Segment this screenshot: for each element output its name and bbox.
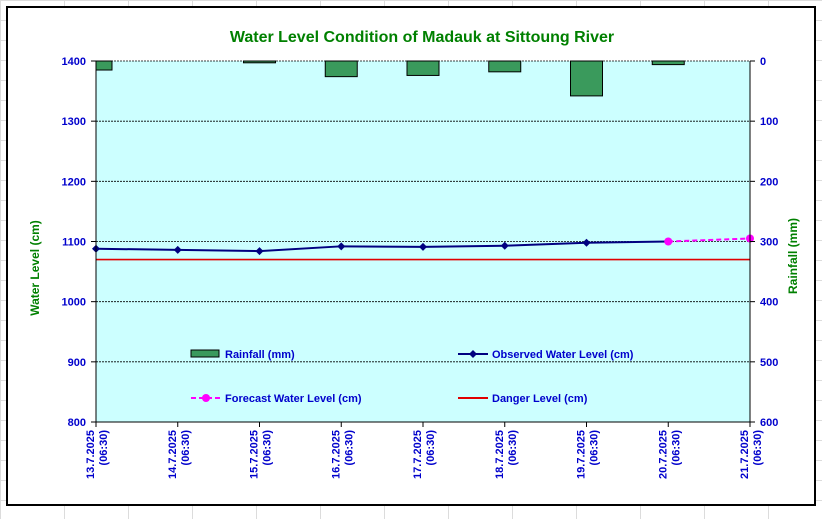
legend-label: Rainfall (mm) (225, 349, 295, 361)
x-tick-time: (06:30) (670, 430, 682, 466)
rainfall-bar (243, 60, 276, 64)
rainfall-bar (406, 60, 440, 76)
x-tick-label: 13.7.2025(06:30) (85, 430, 110, 479)
observed-water-level-cm-line (95, 240, 669, 253)
rainfall-bar (570, 60, 603, 97)
x-tick-date: 15.7.2025 (249, 430, 261, 479)
x-tick-time: (06:30) (752, 430, 764, 466)
y2-tick-label: 200 (760, 176, 778, 188)
legend-label: Danger Level (cm) (492, 393, 588, 405)
x-tick-label: 18.7.2025(06:30) (494, 430, 519, 479)
x-tick-date: 21.7.2025 (739, 430, 751, 479)
y-tick-label: 800 (68, 417, 86, 429)
x-tick-date: 17.7.2025 (412, 430, 424, 479)
x-tick-time: (06:30) (589, 430, 601, 466)
chart-title: Water Level Condition of Madauk at Sitto… (230, 29, 614, 46)
x-tick-date: 16.7.2025 (330, 430, 342, 479)
x-tick-label: 19.7.2025(06:30) (576, 430, 601, 479)
x-tick-date: 20.7.2025 (657, 430, 669, 479)
observed-point (582, 238, 591, 247)
y-tick-label: 1200 (62, 176, 86, 188)
x-tick-label: 15.7.2025(06:30) (249, 430, 274, 479)
observed-point (255, 247, 264, 256)
y-tick-label: 900 (68, 357, 86, 369)
y2-tick-label: 500 (760, 357, 778, 369)
observed-point (337, 242, 346, 251)
x-tick-label: 20.7.2025(06:30) (657, 430, 682, 479)
y-tick-label: 1100 (62, 237, 86, 249)
x-tick-date: 18.7.2025 (494, 430, 506, 479)
legend-marker-circle (202, 394, 210, 402)
y-tick-label: 1300 (62, 116, 86, 128)
y2-tick-label: 0 (760, 56, 766, 68)
x-tick-label: 21.7.2025(06:30) (739, 430, 764, 479)
observed-point (173, 245, 182, 254)
x-tick-time: (06:30) (507, 430, 519, 466)
y2-axis-title: Rainfall (mm) (786, 218, 800, 294)
rainfall-bar (651, 60, 685, 66)
x-tick-time: (06:30) (262, 430, 274, 466)
observed-point (419, 242, 427, 251)
y-tick-label: 1400 (62, 56, 86, 68)
chart: Water Level Condition of Madauk at Sitto… (28, 29, 800, 479)
x-tick-date: 19.7.2025 (576, 430, 588, 479)
rainfall-bar (488, 60, 522, 73)
x-tick-date: 13.7.2025 (85, 430, 97, 479)
rainfall-bar (95, 60, 113, 71)
observed-point (500, 241, 509, 250)
y-axis-title: Water Level (cm) (28, 220, 42, 316)
forecast-point (664, 237, 673, 246)
legend-label: Forecast Water Level (cm) (225, 393, 362, 405)
x-tick-label: 17.7.2025(06:30) (412, 430, 437, 479)
chart-frame: Water Level Condition of Madauk at Sitto… (6, 6, 816, 506)
x-tick-time: (06:30) (180, 430, 192, 466)
x-tick-time: (06:30) (425, 430, 437, 466)
legend-swatch-rainfall (190, 349, 220, 358)
forecast-water-level-cm-line (668, 237, 751, 243)
x-tick-date: 14.7.2025 (167, 430, 179, 479)
x-tick-time: (06:30) (98, 430, 110, 466)
y2-tick-label: 400 (760, 297, 778, 309)
y2-tick-label: 300 (760, 237, 778, 249)
x-tick-time: (06:30) (343, 430, 355, 466)
x-tick-label: 14.7.2025(06:30) (167, 430, 192, 479)
y2-tick-label: 600 (760, 417, 778, 429)
x-tick-label: 16.7.2025(06:30) (330, 430, 355, 479)
y2-tick-label: 100 (760, 116, 778, 128)
y-tick-label: 1000 (62, 297, 86, 309)
legend-label: Observed Water Level (cm) (492, 349, 634, 361)
rainfall-bar (324, 60, 358, 78)
legend-marker-diamond (469, 350, 477, 358)
